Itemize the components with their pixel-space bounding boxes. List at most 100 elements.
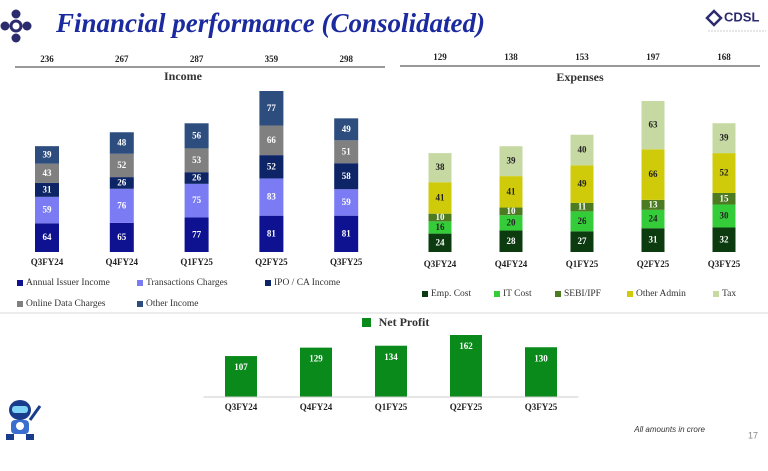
value-label: 11: [578, 202, 587, 212]
bar-segment: [184, 123, 209, 149]
bar-segment: [109, 153, 134, 178]
bar: [300, 347, 332, 397]
legend-swatch: [265, 280, 271, 286]
value-label: 52: [117, 160, 127, 170]
value-label: 64: [43, 232, 53, 242]
legend-swatch: [137, 280, 143, 286]
legend-swatch: [422, 291, 428, 297]
page-number: 17: [748, 430, 758, 440]
value-label: 39: [507, 156, 517, 166]
x-tick-label: Q3FY25: [330, 257, 363, 267]
bar-segment: [712, 227, 736, 252]
value-label: 26: [117, 177, 127, 187]
total-label: 168: [717, 52, 731, 62]
value-label: 43: [43, 168, 53, 178]
legend-label: Emp. Cost: [431, 289, 471, 299]
value-label: 41: [507, 186, 517, 196]
value-label: 39: [43, 149, 53, 159]
bar: [450, 335, 482, 397]
mascot: [6, 400, 42, 440]
bar-segment: [570, 165, 594, 203]
bar-segment: [570, 211, 594, 232]
value-label: 13: [649, 199, 659, 209]
total-label: 287: [190, 54, 204, 64]
bar-segment: [641, 228, 665, 252]
value-label: 32: [720, 234, 730, 244]
legend-label: IPO / CA Income: [274, 278, 340, 288]
bar-segment: [259, 125, 284, 156]
bar-segment: [334, 118, 359, 141]
bar-segment: [259, 215, 284, 252]
bar-segment: [334, 140, 359, 164]
bar-segment: [641, 149, 665, 200]
bar-segment: [184, 183, 209, 218]
bar-segment: [428, 153, 452, 183]
legend-label: IT Cost: [503, 289, 532, 299]
bar-segment: [109, 132, 134, 154]
legend-swatch: [17, 301, 23, 307]
total-label: 153: [575, 52, 589, 62]
cdsl-logo-text: CDSL: [724, 9, 759, 24]
bar-segment: [712, 153, 736, 193]
x-tick-label: Q2FY25: [450, 402, 483, 412]
bar-segment: [712, 123, 736, 154]
value-label: 65: [117, 232, 127, 242]
value-label: 26: [192, 173, 202, 183]
legend-label: Transactions Charges: [146, 278, 228, 288]
bar-segment: [428, 182, 452, 214]
total-label: 359: [265, 54, 279, 64]
x-tick-label: Q2FY25: [637, 259, 670, 269]
legend-swatch: [555, 291, 561, 297]
bar-segment: [184, 148, 209, 173]
legend-label: Other Income: [146, 299, 199, 309]
total-label: 197: [646, 52, 660, 62]
value-label: 59: [342, 197, 352, 207]
value-label: 134: [384, 352, 398, 362]
bar-segment: [499, 230, 523, 252]
bar-segment: [259, 91, 284, 126]
bar-segment: [109, 188, 134, 223]
bar-segment: [334, 215, 359, 252]
bar-segment: [499, 207, 523, 216]
bar-segment: [428, 233, 452, 252]
bar-segment: [259, 155, 284, 179]
value-label: 51: [342, 146, 352, 156]
bar-segment: [428, 221, 452, 234]
bar-segment: [428, 213, 452, 222]
value-label: 38: [436, 162, 446, 172]
bar-segment: [499, 215, 523, 231]
x-tick-label: Q1FY25: [180, 257, 213, 267]
value-label: 15: [720, 193, 730, 203]
bar-segment: [184, 217, 209, 252]
legend-swatch: [17, 280, 23, 286]
value-label: 53: [192, 155, 202, 165]
bar-segment: [35, 163, 59, 183]
legend-label: Tax: [722, 289, 736, 299]
bar-segment: [259, 178, 284, 216]
value-label: 30: [720, 211, 730, 221]
chart-title: Income: [164, 69, 203, 83]
total-label: 138: [504, 52, 518, 62]
bar-segment: [570, 231, 594, 252]
value-label: 77: [192, 229, 202, 239]
legend-label: Other Admin: [636, 289, 686, 299]
total-label: 129: [433, 52, 447, 62]
chart-title: Expenses: [556, 70, 604, 84]
value-label: 59: [43, 205, 53, 215]
legend-swatch: [713, 291, 719, 297]
value-label: 81: [342, 228, 352, 238]
bar-segment: [499, 176, 523, 208]
legend-label: SEBI/IPF: [564, 289, 601, 299]
value-label: 40: [578, 145, 588, 155]
value-label: 31: [649, 235, 659, 245]
value-label: 27: [578, 236, 588, 246]
value-label: 63: [649, 120, 659, 130]
bar-segment: [334, 163, 359, 190]
slide-title: Financial performance (Consolidated): [55, 8, 485, 38]
x-tick-label: Q4FY24: [106, 257, 139, 267]
value-label: 52: [720, 168, 730, 178]
x-tick-label: Q3FY24: [31, 257, 64, 267]
value-label: 10: [436, 212, 446, 222]
bar: [525, 347, 557, 397]
